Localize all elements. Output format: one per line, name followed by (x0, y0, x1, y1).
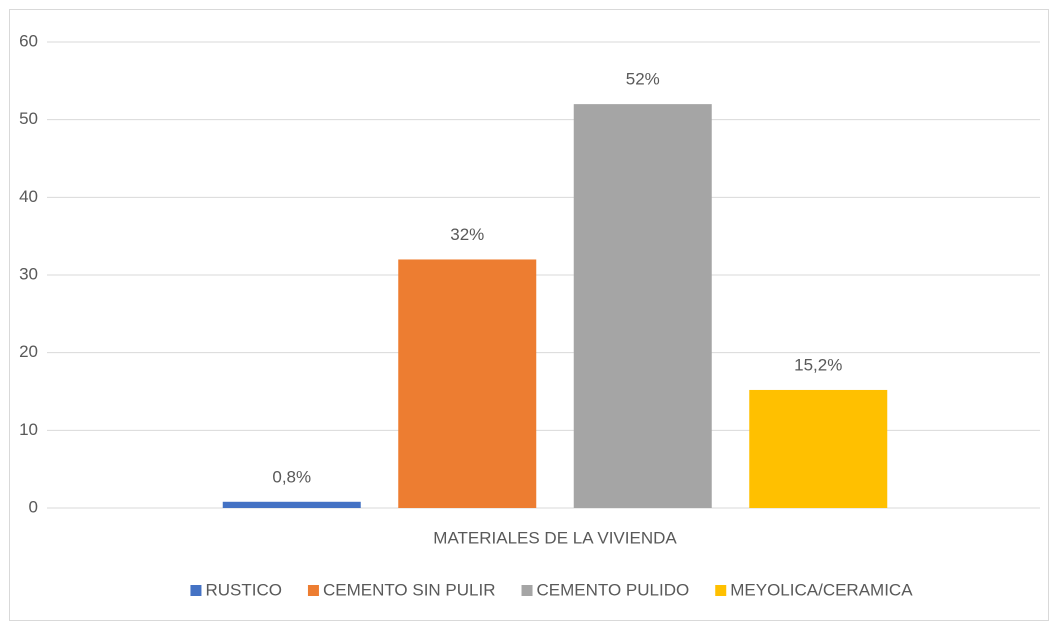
bar (398, 259, 537, 508)
legend-label: CEMENTO PULIDO (537, 580, 690, 599)
y-tick-label: 40 (19, 187, 38, 206)
legend-swatch (521, 585, 533, 596)
data-label: 32% (450, 225, 484, 244)
legend-label: RUSTICO (205, 580, 282, 599)
bar (749, 389, 888, 508)
legend-swatch (715, 585, 727, 596)
y-tick-label: 0 (29, 497, 38, 516)
bar (222, 501, 361, 508)
legend-swatch (307, 585, 319, 596)
y-tick-label: 60 (19, 31, 38, 50)
data-label: 0,8% (272, 467, 311, 486)
y-tick-label: 50 (19, 109, 38, 128)
bar (573, 104, 712, 508)
y-tick-label: 10 (19, 420, 38, 439)
x-tick-label: MATERIALES DE LA VIVIENDA (433, 528, 677, 547)
data-label: 52% (626, 70, 660, 89)
legend-label: CEMENTO SIN PULIR (323, 580, 496, 599)
legend-label: MEYOLICA/CERAMICA (730, 580, 913, 599)
y-tick-label: 20 (19, 342, 38, 361)
y-tick-label: 30 (19, 264, 38, 283)
data-label: 15,2% (794, 355, 842, 374)
legend-swatch (190, 585, 202, 596)
